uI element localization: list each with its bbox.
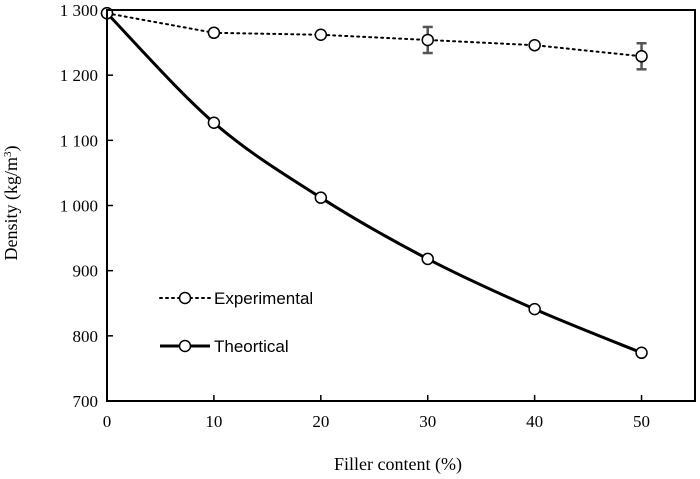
x-tick-label: 20 <box>312 412 329 431</box>
y-axis-title-close: ) <box>1 146 22 152</box>
data-point-theortical <box>207 116 221 129</box>
x-tick-label: 50 <box>633 412 650 431</box>
y-tick-label: 1 300 <box>60 1 98 20</box>
y-axis-title: Density (kg/m3) <box>1 146 22 261</box>
legend-marker-theortical <box>178 339 192 353</box>
legend-marker-experimental <box>178 291 192 305</box>
data-point-experimental <box>421 33 434 47</box>
y-tick-label: 900 <box>73 262 99 281</box>
y-tick-label: 1 100 <box>60 131 98 150</box>
series-line-experimental <box>106 12 643 58</box>
legend-label-theortical: Theortical <box>214 337 289 356</box>
data-point-experimental <box>207 26 221 40</box>
data-point-theortical <box>528 302 541 316</box>
plot-area-frame <box>106 9 696 402</box>
data-point-theortical <box>635 346 648 360</box>
legend: Experimental Theortical <box>159 289 313 356</box>
y-tick-label: 700 <box>73 392 99 411</box>
data-point-theortical <box>421 252 434 266</box>
data-point-theortical <box>314 191 328 204</box>
x-tick-label: 40 <box>526 412 543 431</box>
data-point-experimental <box>635 50 648 63</box>
y-tick-label: 1 000 <box>60 197 98 216</box>
x-axis-title: Filler content (%) <box>334 454 462 475</box>
data-point-experimental <box>314 28 328 42</box>
y-axis-title-sup: 3 <box>2 151 14 157</box>
data-point-experimental <box>528 38 541 52</box>
x-tick-label: 10 <box>205 412 222 431</box>
labels-layer: 0 10 20 30 40 50 700 800 900 1 000 1 100 1 200 1 300 <box>60 1 650 431</box>
y-axis-title-main: Density (kg/m <box>1 157 22 261</box>
x-tick-label: 0 <box>103 412 112 431</box>
x-tick-label: 30 <box>419 412 436 431</box>
y-tick-label: 800 <box>73 327 99 346</box>
series-layer <box>100 7 648 360</box>
y-tick-label: 1 200 <box>60 66 98 85</box>
legend-label-experimental: Experimental <box>214 289 313 308</box>
